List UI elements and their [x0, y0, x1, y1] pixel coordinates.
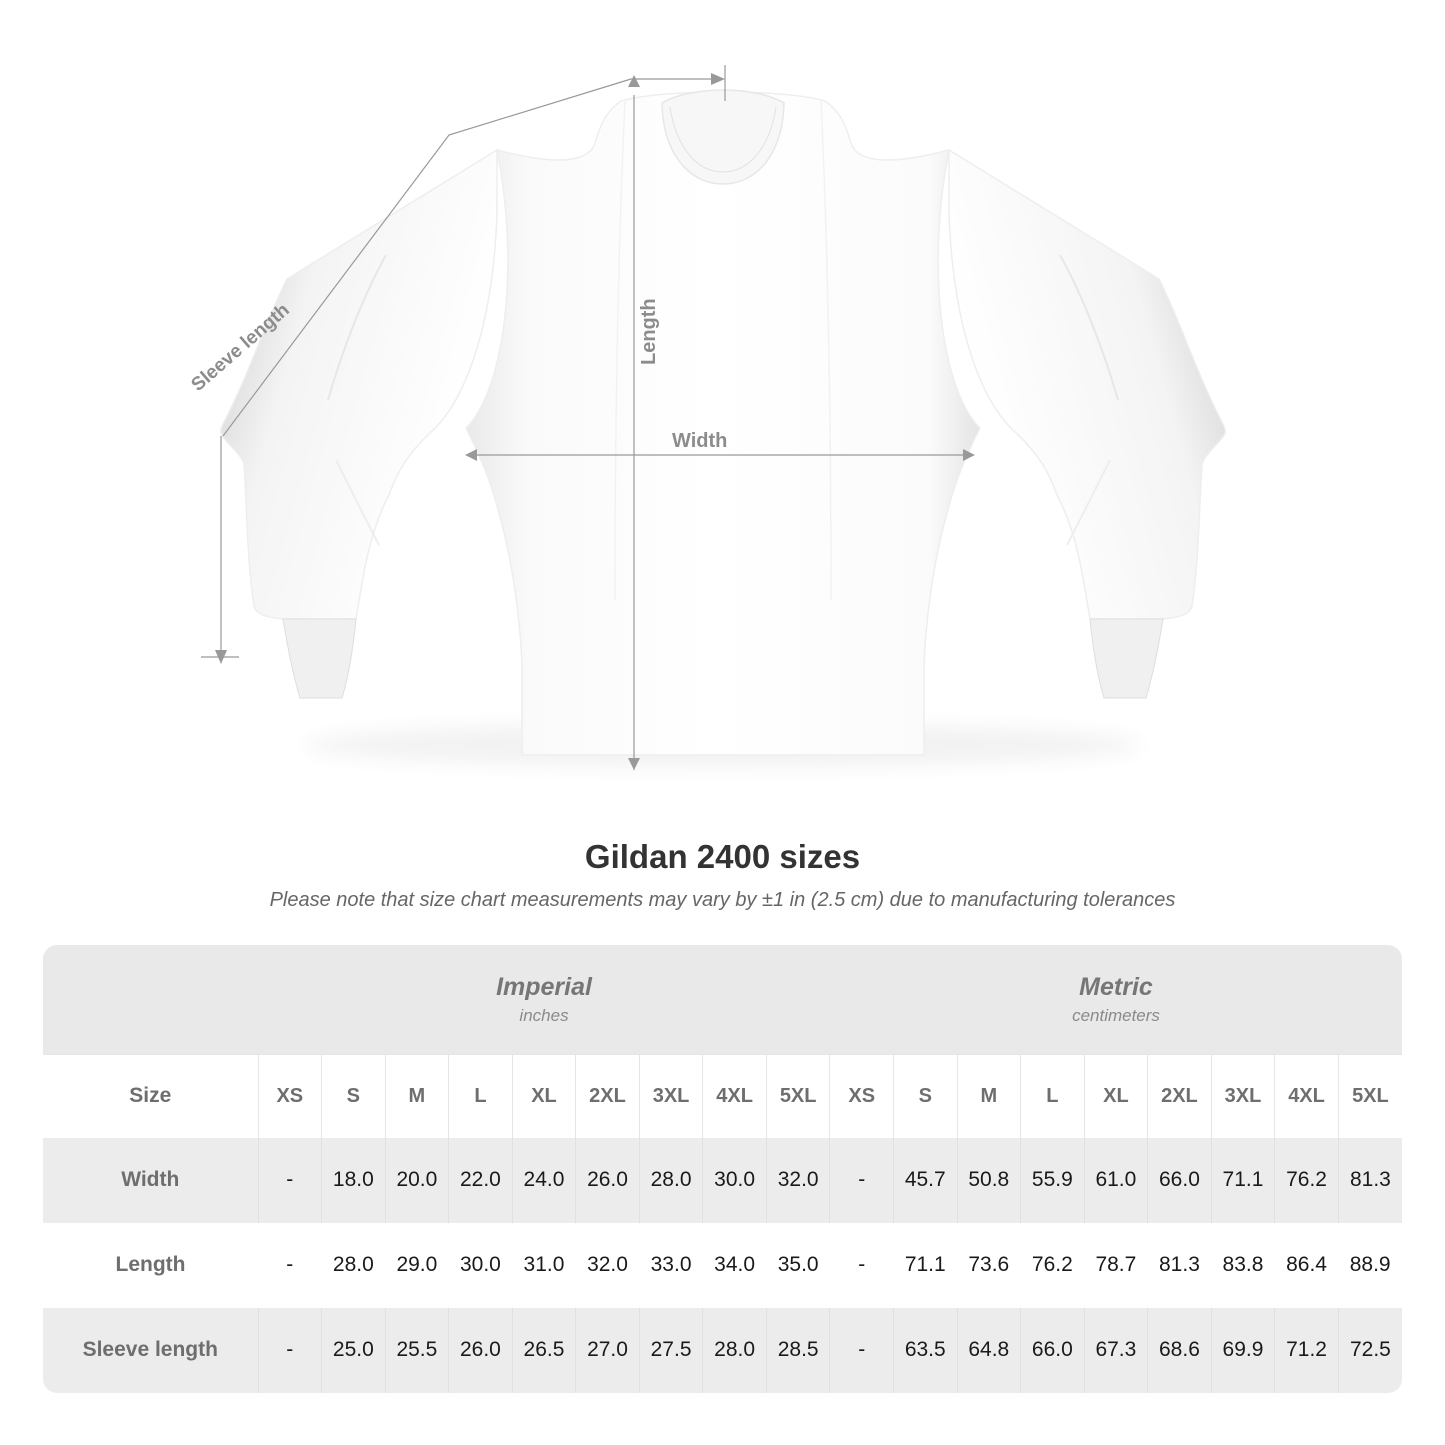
svg-text:Width: Width	[672, 430, 727, 452]
svg-text:Length: Length	[638, 298, 660, 365]
